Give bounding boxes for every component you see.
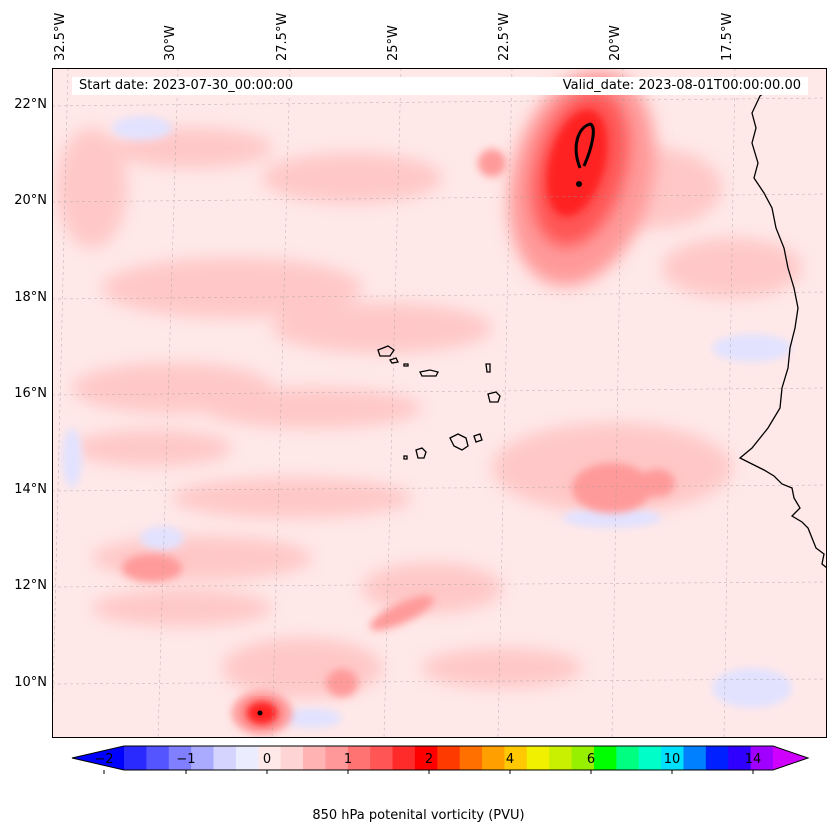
colorbar-segment (571, 746, 595, 770)
colorbar-segment (616, 746, 640, 770)
colorbar-segment (728, 746, 752, 770)
colorbar-outline (71, 745, 810, 771)
lat-label-22n: 22°N (14, 97, 47, 112)
colorbar-segment (370, 746, 394, 770)
colorbar-segment (437, 746, 461, 770)
colorbar-segment (258, 746, 282, 770)
lat-label-12n: 12°N (14, 578, 47, 593)
valid-date-label: Valid_date: 2023-08-01T00:00:00.00 (562, 78, 801, 93)
colorbar-segment (661, 746, 684, 770)
map-gridlines (52, 68, 827, 738)
colorbar-tick-6: 6 (586, 752, 596, 767)
colorbar-tick-14: 14 (744, 752, 762, 767)
west-africa-coastline (738, 87, 827, 569)
lon-label-17.5w: 17.5°W (720, 12, 735, 61)
lon-label-27.5w: 27.5°W (275, 12, 290, 61)
colorbar-tick-neg1: −1 (176, 752, 196, 767)
colorbar-segment (392, 746, 416, 770)
colorbar-segment (705, 746, 729, 770)
pv-field-svg (52, 68, 827, 738)
lat-label-20n: 20°N (14, 193, 47, 208)
colorbar-segment (235, 746, 259, 770)
pv-weak-negative-patches (62, 116, 792, 728)
colorbar-tick-10: 10 (663, 752, 681, 767)
pv-colorbar (71, 745, 810, 774)
colorbar-segment (459, 746, 483, 770)
pv-strong-core-south (232, 691, 292, 735)
colorbar-segment (526, 746, 550, 770)
colorbar-segment (549, 746, 573, 770)
lon-label-20w: 20°W (608, 25, 623, 61)
colorbar-segment (213, 746, 237, 770)
colorbar-segment (347, 746, 371, 770)
lon-label-25w: 25°W (386, 25, 401, 61)
colorbar-segment (191, 746, 215, 770)
colorbar-tick-0: 0 (262, 752, 272, 767)
lon-label-32.5w: 32.5°W (53, 12, 68, 61)
colorbar-segment (146, 746, 170, 770)
pv-strong-core-north (508, 70, 656, 286)
colorbar-segment (280, 746, 304, 770)
colorbar-segment (414, 746, 438, 770)
colorbar-segment (303, 746, 326, 770)
colorbar-extend-max (773, 746, 808, 770)
colorbar-segment (325, 746, 349, 770)
pv-map-panel (52, 68, 827, 738)
colorbar-segment (482, 746, 505, 770)
lon-label-22.5w: 22.5°W (497, 12, 512, 61)
start-date-label: Start date: 2023-07-30_00:00:00 (79, 78, 294, 93)
lat-label-18n: 18°N (14, 290, 47, 305)
colorbar-tick-4: 4 (505, 752, 515, 767)
pv-moderate-features (122, 149, 675, 697)
lat-label-14n: 14°N (14, 482, 47, 497)
colorbar-segment (124, 746, 147, 770)
colorbar-label: 850 hPa potenital vorticity (PVU) (312, 808, 525, 823)
lat-label-10n: 10°N (14, 675, 47, 690)
colorbar-tick-2: 2 (424, 752, 434, 767)
cape-verde-islands (377, 345, 501, 460)
colorbar-segment (638, 746, 662, 770)
date-header-bar (72, 77, 808, 95)
colorbar-tick-neg2: −2 (94, 752, 114, 767)
lat-label-16n: 16°N (14, 386, 47, 401)
colorbar-segment (683, 746, 707, 770)
pv-weak-positive-patches (57, 128, 802, 698)
colorbar-tick-1: 1 (343, 752, 353, 767)
colorbar-segment (504, 746, 528, 770)
colorbar-extend-min (72, 746, 124, 770)
colorbar-segment (593, 746, 617, 770)
colorbar-segment (168, 746, 192, 770)
colorbar-segment (750, 746, 774, 770)
lon-label-30w: 30°W (163, 25, 178, 61)
